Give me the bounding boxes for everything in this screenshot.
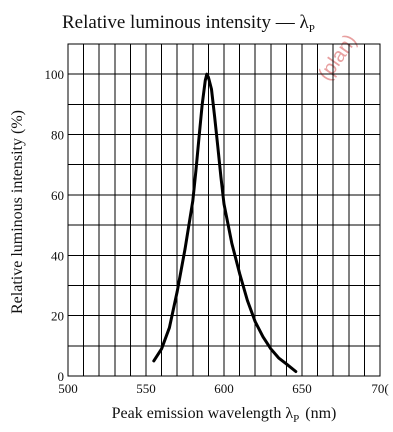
y-tick-label: 100 bbox=[45, 67, 65, 82]
y-tick-label: 40 bbox=[51, 248, 64, 263]
x-tick-label: 600 bbox=[214, 381, 234, 396]
y-tick-label: 60 bbox=[51, 188, 64, 203]
x-tick-label: 550 bbox=[136, 381, 156, 396]
watermark: (plan) bbox=[314, 30, 361, 85]
x-axis-label-unit: (nm) bbox=[305, 405, 336, 422]
chart-title-lambda: λ bbox=[299, 12, 309, 33]
chart-title-subscript: P bbox=[309, 23, 315, 35]
x-axis-label-main: Peak emission wavelength bbox=[112, 405, 282, 422]
x-axis-label-lambda: λ bbox=[285, 405, 293, 422]
y-tick-label: 0 bbox=[58, 369, 65, 384]
chart-title: Relative luminous intensity — λP bbox=[62, 12, 315, 35]
grid bbox=[67, 43, 381, 377]
y-tick-label: 20 bbox=[51, 309, 64, 324]
intensity-curve bbox=[152, 72, 298, 373]
tick-labels: 500 550 600 650 70( 0 20 40 60 80 100 bbox=[45, 67, 389, 396]
x-axis-label: Peak emission wavelength λP (nm) bbox=[112, 405, 337, 425]
x-tick-label: 70( bbox=[371, 381, 388, 396]
x-axis-label-subscript: P bbox=[293, 413, 299, 425]
y-axis-label: Relative luminous intensity (%) bbox=[9, 110, 26, 314]
plot-frame bbox=[67, 43, 381, 377]
x-tick-label: 500 bbox=[58, 381, 78, 396]
y-tick-label: 80 bbox=[51, 128, 64, 143]
x-tick-label: 650 bbox=[292, 381, 312, 396]
chart-title-main: Relative luminous intensity — bbox=[62, 12, 296, 33]
